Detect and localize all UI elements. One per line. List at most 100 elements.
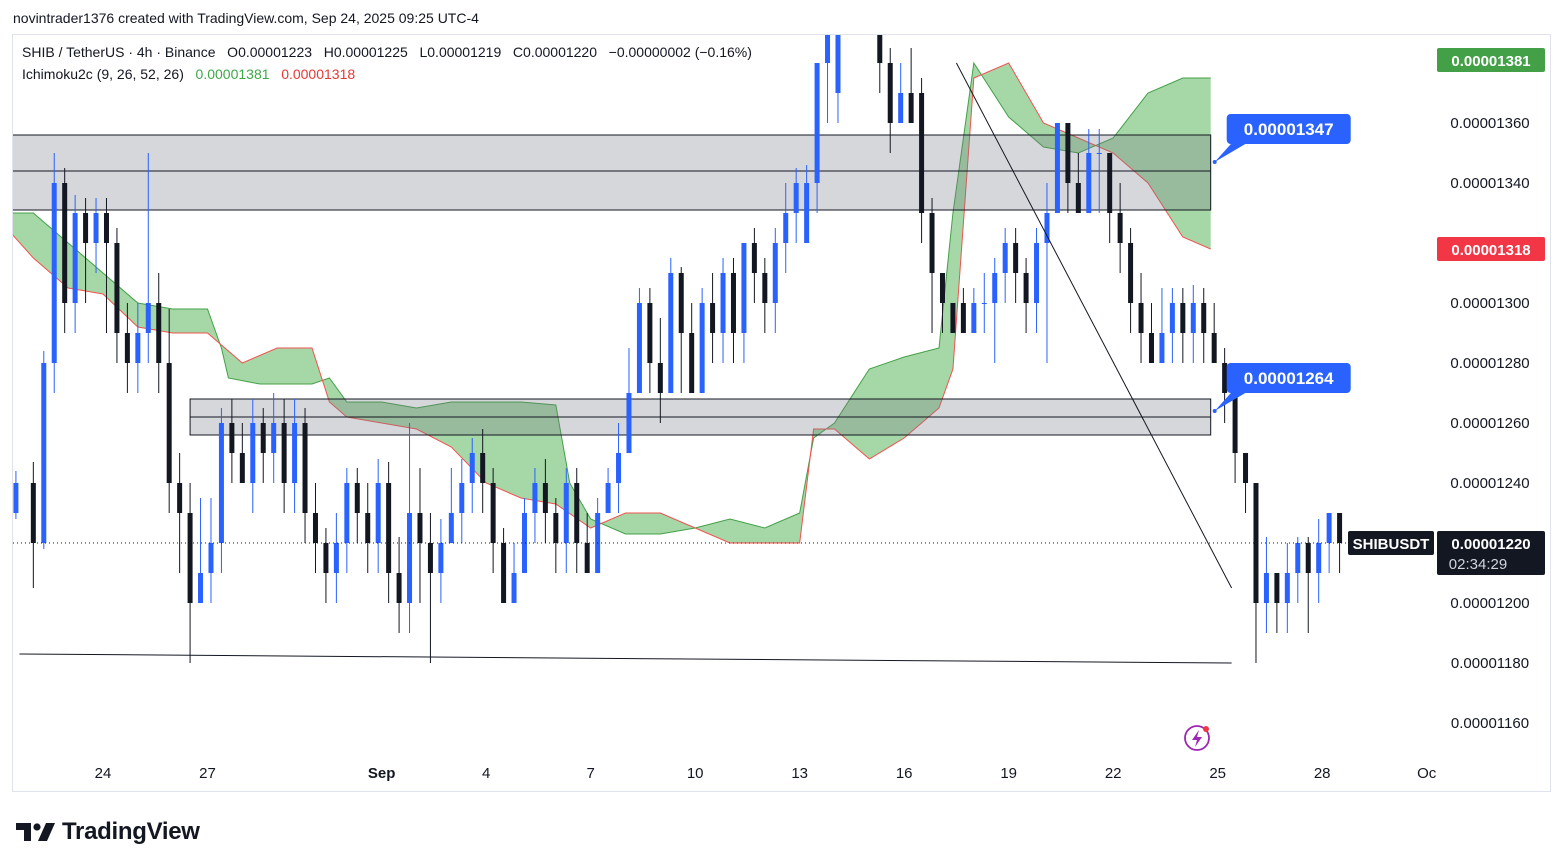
candle[interactable]: [992, 258, 998, 363]
candle[interactable]: [72, 195, 78, 333]
candle[interactable]: [1044, 183, 1050, 363]
candle[interactable]: [386, 462, 392, 603]
candle[interactable]: [542, 459, 548, 543]
candle[interactable]: [281, 399, 287, 513]
candle[interactable]: [260, 408, 266, 483]
candle[interactable]: [166, 309, 172, 513]
candle[interactable]: [1002, 228, 1008, 303]
candle[interactable]: [521, 498, 527, 573]
candle[interactable]: [1117, 183, 1123, 273]
candle[interactable]: [135, 303, 141, 393]
candle[interactable]: [553, 498, 559, 573]
candle[interactable]: [13, 471, 19, 519]
candle[interactable]: [532, 468, 538, 543]
candle[interactable]: [407, 423, 413, 633]
candle[interactable]: [229, 399, 235, 483]
candle[interactable]: [804, 165, 810, 243]
candle[interactable]: [365, 483, 371, 573]
candle[interactable]: [741, 243, 747, 363]
candle[interactable]: [438, 519, 444, 603]
candle[interactable]: [950, 303, 956, 333]
candle[interactable]: [1013, 228, 1019, 303]
candle[interactable]: [1148, 303, 1154, 363]
candle[interactable]: [856, 0, 861, 3]
trendline-2[interactable]: [19, 653, 1232, 664]
candle[interactable]: [1034, 228, 1040, 333]
candle[interactable]: [124, 303, 130, 393]
candle[interactable]: [480, 429, 486, 513]
candle[interactable]: [83, 198, 89, 303]
candle[interactable]: [1128, 228, 1134, 333]
candle[interactable]: [30, 462, 36, 588]
candle[interactable]: [605, 468, 611, 513]
candle[interactable]: [1284, 543, 1290, 633]
candle[interactable]: [1295, 537, 1301, 603]
candle[interactable]: [751, 228, 757, 303]
candle[interactable]: [825, 3, 831, 123]
candle[interactable]: [333, 513, 339, 603]
candle[interactable]: [1201, 288, 1207, 363]
candle[interactable]: [668, 258, 674, 393]
symbol-legend[interactable]: SHIB / TetherUS · 4h · Binance O0.000012…: [22, 44, 752, 60]
candle[interactable]: [626, 348, 632, 453]
tradingview-logo[interactable]: TradingView: [16, 818, 200, 846]
candle[interactable]: [835, 3, 841, 123]
candle[interactable]: [448, 468, 454, 543]
candle[interactable]: [1316, 519, 1322, 603]
candle[interactable]: [501, 528, 507, 603]
candle[interactable]: [772, 228, 778, 333]
candle[interactable]: [103, 198, 109, 333]
candle[interactable]: [417, 468, 423, 603]
candle[interactable]: [271, 393, 277, 483]
candle[interactable]: [302, 408, 308, 543]
candle[interactable]: [1222, 348, 1228, 423]
candle[interactable]: [1107, 153, 1113, 243]
candle[interactable]: [981, 273, 987, 333]
x-axis[interactable]: 24 27 Sep 4 7 10 13 16 19 22 25 28 Oc: [95, 765, 1437, 782]
candle[interactable]: [208, 498, 214, 603]
candle[interactable]: [198, 498, 204, 603]
candle[interactable]: [1190, 285, 1196, 363]
candle[interactable]: [323, 528, 329, 603]
candle[interactable]: [459, 459, 465, 543]
candle[interactable]: [250, 399, 256, 513]
candle[interactable]: [312, 483, 318, 573]
candle[interactable]: [1253, 483, 1259, 663]
candle[interactable]: [187, 483, 193, 663]
candle[interactable]: [867, 0, 872, 3]
candle[interactable]: [1159, 288, 1165, 363]
y-axis[interactable]: 0.000013600.000013400.000013200.00001300…: [1450, 115, 1529, 732]
candle[interactable]: [720, 258, 726, 363]
candle[interactable]: [1243, 453, 1249, 513]
candle[interactable]: [218, 408, 224, 573]
candle[interactable]: [574, 468, 580, 573]
candle[interactable]: [239, 423, 245, 483]
candle[interactable]: [919, 78, 925, 243]
candle[interactable]: [636, 288, 642, 393]
candle[interactable]: [1263, 537, 1269, 633]
candle[interactable]: [511, 543, 517, 603]
trendline-1[interactable]: [955, 62, 1233, 589]
candle[interactable]: [51, 153, 57, 393]
candle[interactable]: [427, 513, 433, 663]
candle[interactable]: [657, 318, 663, 423]
candle[interactable]: [1096, 129, 1102, 213]
candle[interactable]: [647, 288, 653, 393]
candle[interactable]: [1180, 288, 1186, 363]
candle[interactable]: [396, 537, 402, 633]
indicator-legend[interactable]: Ichimoku2c (9, 26, 52, 26) 0.00001381 0.…: [22, 66, 355, 82]
candle[interactable]: [469, 438, 475, 513]
candle[interactable]: [0, 507, 1, 522]
candle[interactable]: [1023, 258, 1029, 333]
candle[interactable]: [1305, 537, 1311, 633]
last-price-tag[interactable]: SHIBUSDT 0.00001220 02:34:29: [1348, 531, 1545, 575]
price-callout-1[interactable]: 0.00001347: [1212, 114, 1351, 164]
candle[interactable]: [1211, 303, 1217, 363]
candle[interactable]: [710, 273, 716, 363]
candle[interactable]: [177, 453, 183, 573]
candle[interactable]: [114, 228, 120, 363]
candle[interactable]: [1075, 153, 1081, 213]
candle[interactable]: [490, 468, 496, 573]
candle[interactable]: [971, 288, 977, 333]
